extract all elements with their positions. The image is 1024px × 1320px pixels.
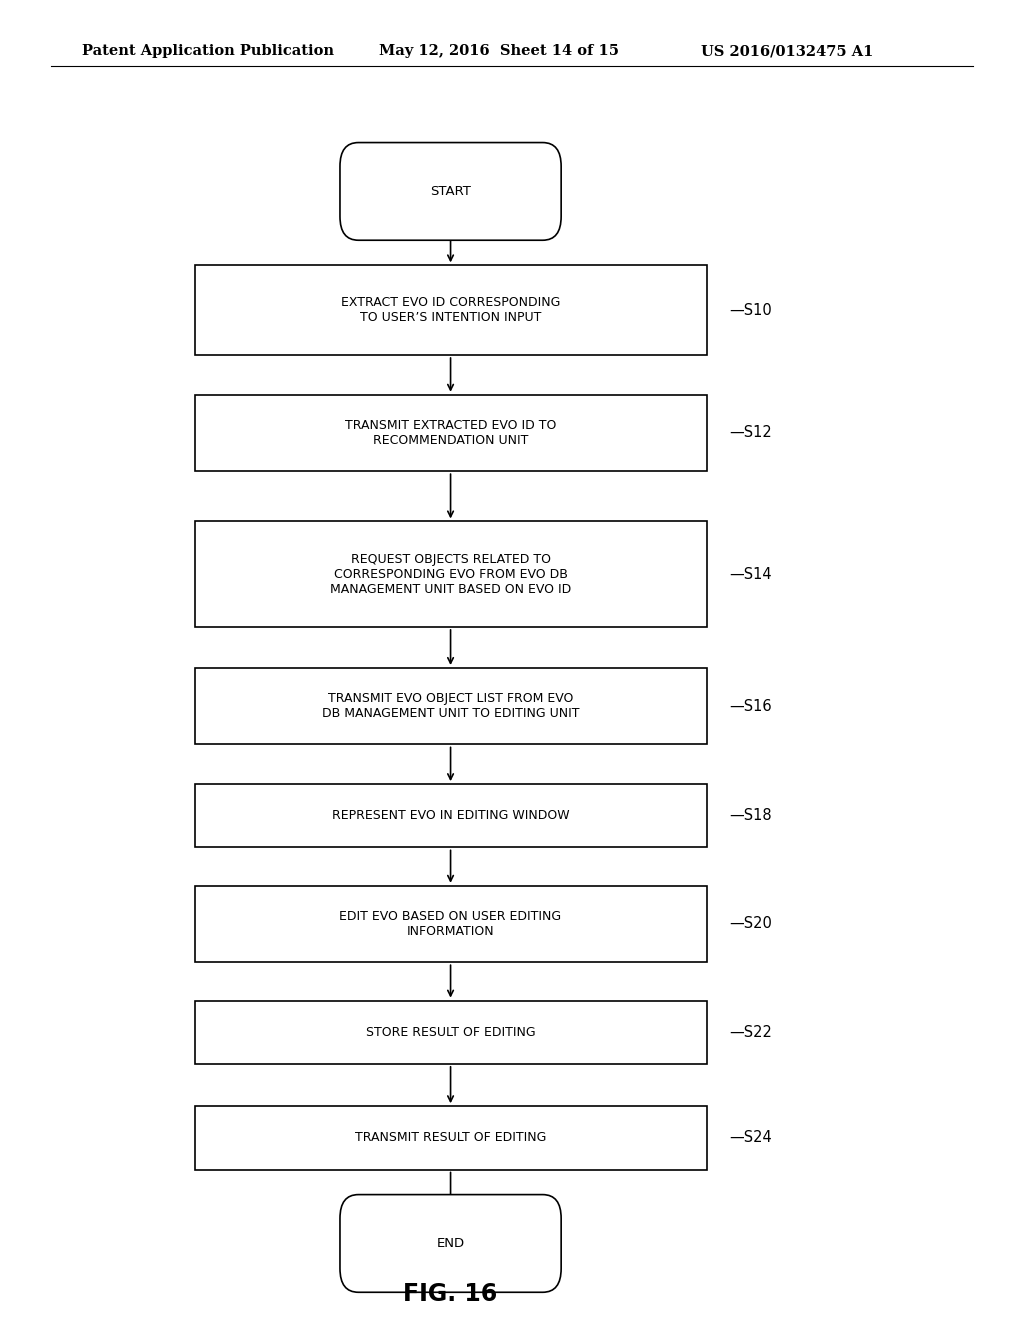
Text: Patent Application Publication: Patent Application Publication	[82, 45, 334, 58]
Text: TRANSMIT EXTRACTED EVO ID TO
RECOMMENDATION UNIT: TRANSMIT EXTRACTED EVO ID TO RECOMMENDAT…	[345, 418, 556, 447]
Text: REPRESENT EVO IN EDITING WINDOW: REPRESENT EVO IN EDITING WINDOW	[332, 809, 569, 822]
Text: EDIT EVO BASED ON USER EDITING
INFORMATION: EDIT EVO BASED ON USER EDITING INFORMATI…	[340, 909, 561, 939]
Text: EXTRACT EVO ID CORRESPONDING
TO USER’S INTENTION INPUT: EXTRACT EVO ID CORRESPONDING TO USER’S I…	[341, 296, 560, 325]
Text: —S18: —S18	[729, 808, 772, 824]
Text: —S14: —S14	[729, 566, 772, 582]
Text: END: END	[436, 1237, 465, 1250]
Text: FIG. 16: FIG. 16	[403, 1282, 498, 1305]
Text: —S16: —S16	[729, 698, 772, 714]
Bar	[195, 886, 707, 962]
Text: —S22: —S22	[729, 1024, 772, 1040]
Bar	[195, 668, 707, 744]
Text: —S10: —S10	[729, 302, 772, 318]
Bar	[195, 395, 707, 471]
Bar	[195, 521, 707, 627]
FancyBboxPatch shape	[340, 143, 561, 240]
Text: STORE RESULT OF EDITING: STORE RESULT OF EDITING	[366, 1026, 536, 1039]
Text: TRANSMIT RESULT OF EDITING: TRANSMIT RESULT OF EDITING	[355, 1131, 546, 1144]
Text: REQUEST OBJECTS RELATED TO
CORRESPONDING EVO FROM EVO DB
MANAGEMENT UNIT BASED O: REQUEST OBJECTS RELATED TO CORRESPONDING…	[330, 553, 571, 595]
Text: —S24: —S24	[729, 1130, 772, 1146]
Text: —S12: —S12	[729, 425, 772, 441]
Text: US 2016/0132475 A1: US 2016/0132475 A1	[701, 45, 873, 58]
FancyBboxPatch shape	[340, 1195, 561, 1292]
Text: —S20: —S20	[729, 916, 772, 932]
Bar	[195, 784, 707, 847]
Bar	[195, 1001, 707, 1064]
Bar	[195, 265, 707, 355]
Bar	[195, 1106, 707, 1170]
Text: TRANSMIT EVO OBJECT LIST FROM EVO
DB MANAGEMENT UNIT TO EDITING UNIT: TRANSMIT EVO OBJECT LIST FROM EVO DB MAN…	[322, 692, 580, 721]
Text: May 12, 2016  Sheet 14 of 15: May 12, 2016 Sheet 14 of 15	[379, 45, 618, 58]
Text: START: START	[430, 185, 471, 198]
